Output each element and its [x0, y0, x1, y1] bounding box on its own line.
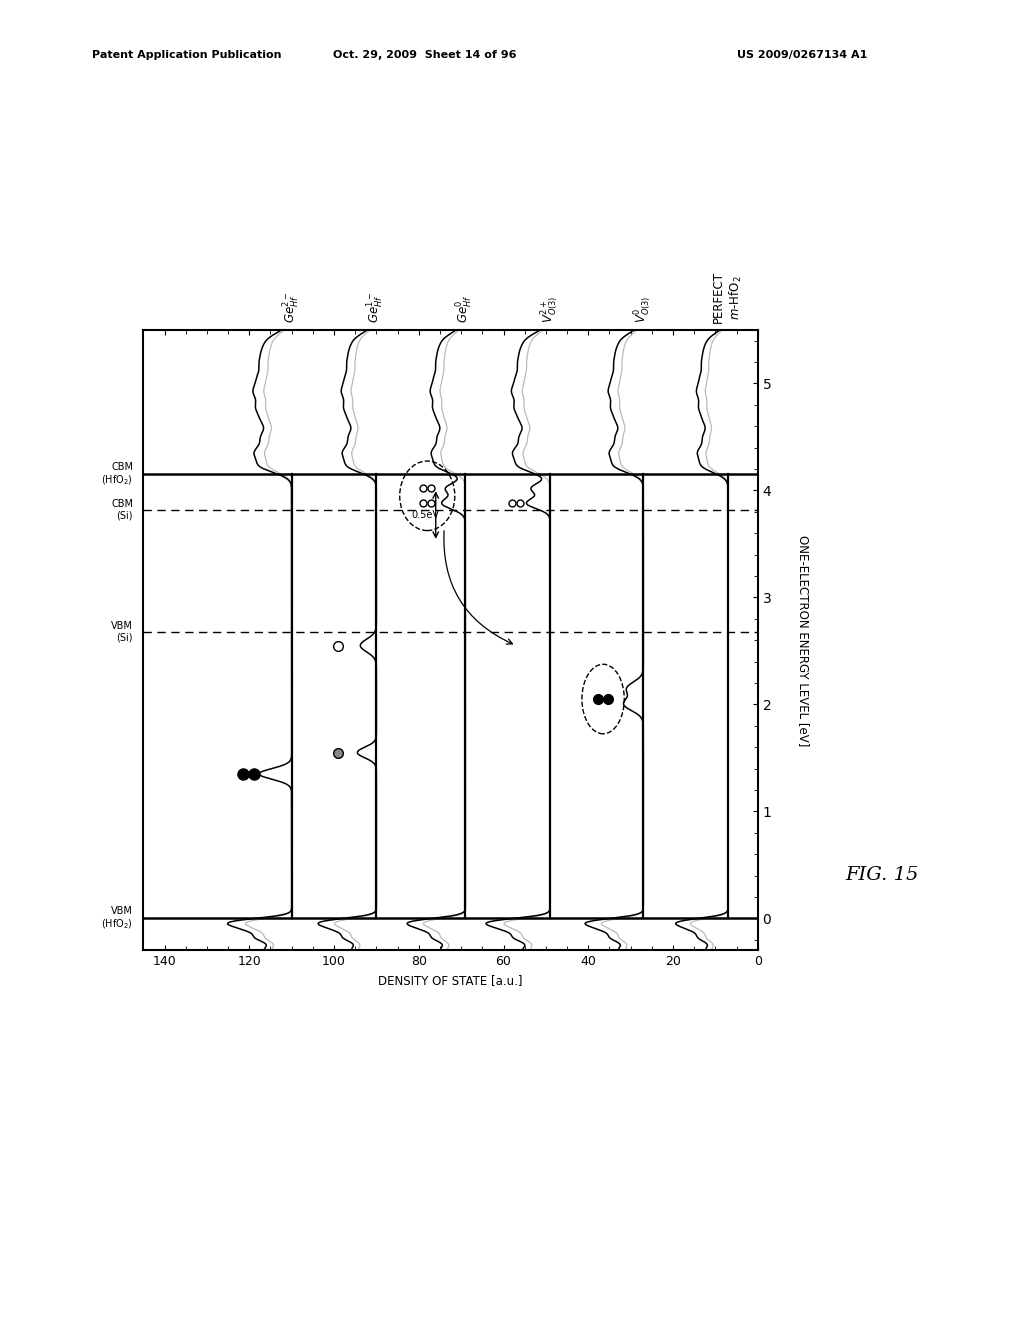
- Text: $Ge_{Hf}^{2-}$: $Ge_{Hf}^{2-}$: [282, 292, 302, 323]
- Text: 0.5eV: 0.5eV: [411, 510, 439, 520]
- Text: $V_{O(3)}^{0}$: $V_{O(3)}^{0}$: [633, 296, 654, 323]
- X-axis label: DENSITY OF STATE [a.u.]: DENSITY OF STATE [a.u.]: [378, 974, 523, 987]
- Text: $Ge_{Hf}^{0}$: $Ge_{Hf}^{0}$: [456, 294, 475, 323]
- Text: FIG. 15: FIG. 15: [845, 866, 919, 884]
- Text: CBM
(Si): CBM (Si): [112, 499, 133, 520]
- Text: PERFECT
$m$-HfO$_2$: PERFECT $m$-HfO$_2$: [713, 272, 743, 323]
- Text: VBM
(HfO$_2$): VBM (HfO$_2$): [101, 906, 133, 931]
- Text: Oct. 29, 2009  Sheet 14 of 96: Oct. 29, 2009 Sheet 14 of 96: [333, 50, 517, 61]
- Text: $V_{O(3)}^{2+}$: $V_{O(3)}^{2+}$: [540, 296, 561, 323]
- Text: CBM
(HfO$_2$): CBM (HfO$_2$): [101, 462, 133, 487]
- Text: Patent Application Publication: Patent Application Publication: [92, 50, 282, 61]
- Text: $Ge_{Hf}^{1-}$: $Ge_{Hf}^{1-}$: [367, 292, 386, 323]
- Text: US 2009/0267134 A1: US 2009/0267134 A1: [737, 50, 867, 61]
- Text: VBM
(Si): VBM (Si): [112, 620, 133, 643]
- Y-axis label: ONE-ELECTRON ENERGY LEVEL [eV]: ONE-ELECTRON ENERGY LEVEL [eV]: [797, 535, 810, 746]
